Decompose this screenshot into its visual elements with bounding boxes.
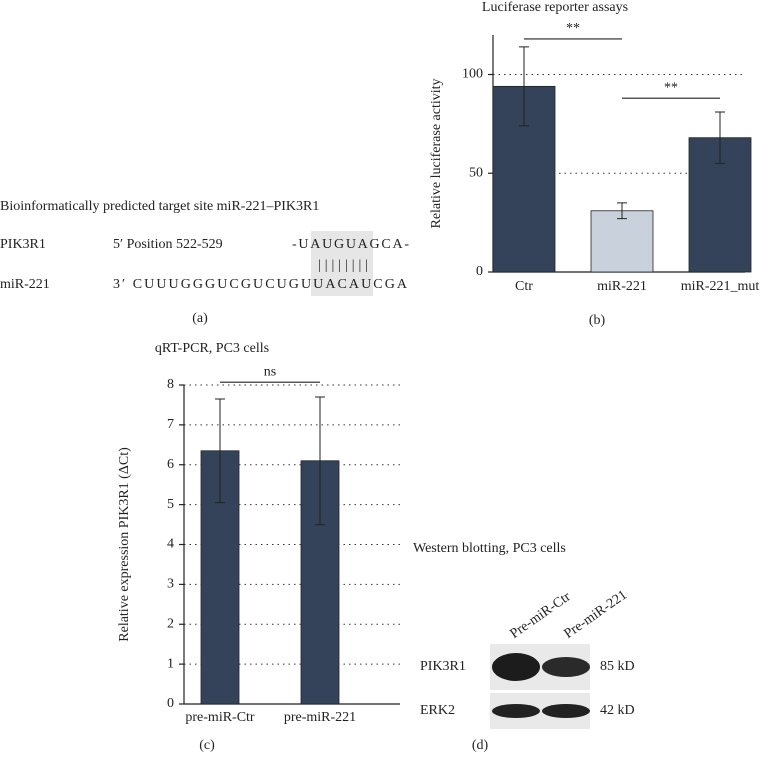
band [542,657,590,677]
y-axis-label: Relative luciferase activity [429,78,444,228]
y-tick-label: 7 [167,417,174,432]
panel-d-title: Western blotting, PC3 cells [413,541,566,556]
y-tick-label: 0 [476,264,483,279]
band [492,704,540,718]
error-bar [215,398,225,504]
x-tick-label: Ctr [515,279,533,294]
y-tick-label: 5 [167,497,174,512]
mirna-name: miR-221 [0,277,50,292]
mirna-sequence: 3′ CUUUGGGUCGUCUGUUACAUCGA [113,277,408,292]
chart-title: Luciferase reporter assays [482,0,628,15]
y-tick-label: 100 [462,67,483,82]
y-tick-label: 8 [167,377,174,392]
y-tick-label: 50 [469,165,483,180]
size: 42 kD [600,703,635,718]
protein: PIK3R1 [420,659,466,674]
panel-label: (d) [472,738,489,753]
target-position: 5′ Position 522-529 [113,237,223,252]
band [492,653,540,681]
x-tick-label: miR-221 [597,279,647,294]
x-tick-label: pre-miR-Ctr [185,710,255,725]
y-tick-label: 0 [167,696,174,711]
target-name: PIK3R1 [0,237,46,252]
error-bar [617,202,627,220]
bar [590,210,654,273]
panel-label: (a) [192,311,208,326]
x-tick-label: miR-221_mut [681,279,760,294]
band [542,704,590,718]
y-tick-label: 1 [167,656,174,671]
y-axis-label: Relative expression PIK3R1 (ΔCt) [117,447,132,642]
significance-label: ns [264,364,276,379]
panel-label: (b) [589,313,606,328]
y-tick-label: 3 [167,577,174,592]
seed-box [311,231,373,296]
y-tick-label: 6 [167,457,174,472]
x-tick-label: pre-miR-221 [284,710,356,725]
y-tick-label: 2 [167,616,174,631]
chart-title: qRT-PCR, PC3 cells [155,341,269,356]
error-bar [715,111,725,164]
significance-label: ** [664,80,678,95]
size: 85 kD [600,659,635,674]
target-sequence: -UAUGUAGCA- [292,237,409,252]
panel-label: (c) [199,738,215,753]
y-tick-label: 4 [167,537,174,552]
error-bar [315,396,325,526]
error-bar [519,46,529,127]
lane-label: Pre-miR-221 [562,588,630,642]
significance-label: ** [566,21,580,36]
panel-a-title: Bioinformatically predicted target site … [0,199,319,214]
protein: ERK2 [420,703,455,718]
